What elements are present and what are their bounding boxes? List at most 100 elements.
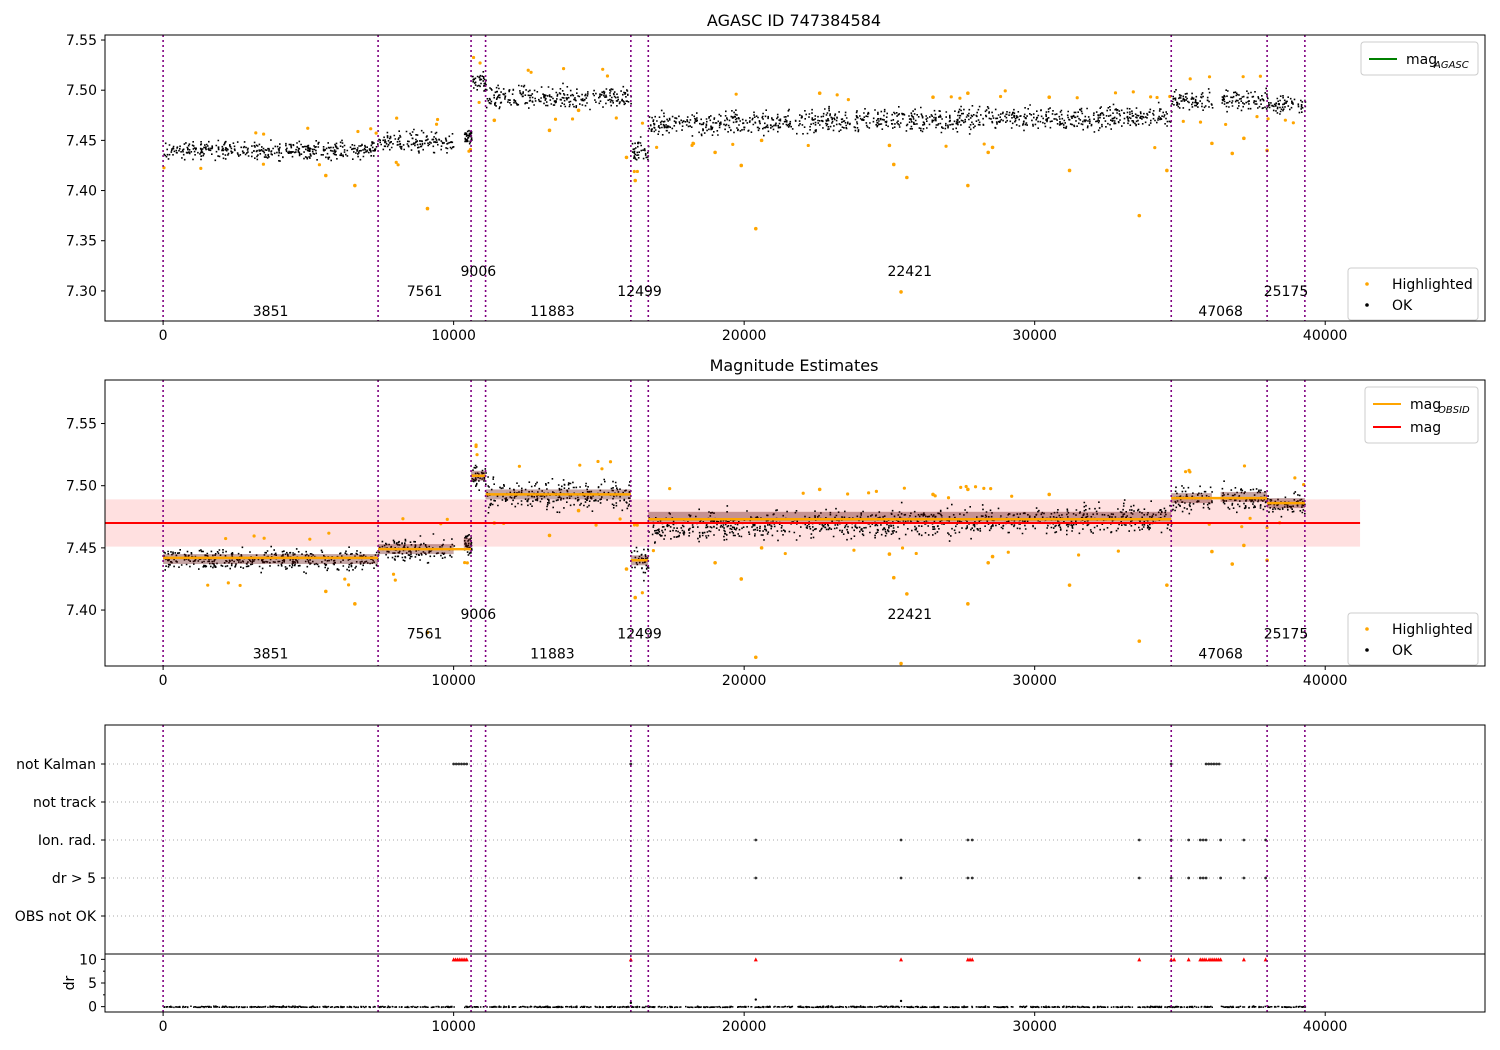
panel1-xtick-label: 30000 (1012, 328, 1057, 344)
panel1-highlighted-point (254, 131, 258, 135)
flag-row-label: not Kalman (16, 757, 96, 773)
panel2-ytick-label: 7.45 (66, 541, 97, 557)
flag-point (970, 838, 974, 842)
panel1-highlighted-point (262, 132, 266, 136)
panel2-highlighted-point (713, 560, 717, 565)
flag-row-label: not track (33, 795, 97, 811)
flag-point (1264, 876, 1268, 880)
panel1-highlighted-point (731, 142, 735, 146)
dr-point (899, 999, 903, 1003)
flag-point (460, 762, 463, 766)
panel2-obsid-label: 22421 (887, 607, 932, 623)
flag-point (457, 762, 461, 766)
panel1-highlighted-point (199, 166, 203, 170)
panel1-highlighted-point (1155, 95, 1159, 100)
panel1-status-legend-label: OK (1392, 298, 1413, 314)
panel2-highlighted-point (1076, 553, 1081, 557)
panel1-highlighted-point (1188, 77, 1192, 81)
panel2-highlighted-point (959, 485, 963, 489)
flag-point (899, 876, 903, 880)
panel1-highlighted-point (1113, 91, 1118, 95)
dr-clipped-marker (970, 957, 975, 962)
panel1-status-legend-marker (1365, 303, 1369, 307)
panel2-highlighted-point (1165, 583, 1169, 587)
panel1-highlighted-point (1137, 213, 1142, 218)
panel1-highlighted-point (374, 131, 378, 135)
panel1-highlighted-point (655, 145, 659, 149)
flag-point (1217, 762, 1221, 766)
panel1-mag-legend-subscript: AGASC (1433, 60, 1469, 71)
panel2-highlighted-point (1067, 583, 1072, 587)
flag-point (1201, 838, 1205, 842)
panel1-highlighted-point (425, 206, 430, 211)
panel2-highlighted-point (1210, 549, 1214, 554)
panel1-highlighted-point (1131, 90, 1135, 94)
flag-row-label: Ion. rad. (38, 833, 96, 849)
dr-ok-points (163, 1005, 455, 1009)
panel2-highlighted-point (817, 487, 822, 492)
panel1-highlighted-point (1149, 95, 1153, 99)
panel1-highlighted-point (1181, 119, 1185, 123)
panel1-obsid-label: 22421 (887, 264, 932, 280)
panel1-highlighted-point (434, 122, 439, 126)
panel2-highlighted-point (1240, 525, 1244, 529)
panel2-status-legend-label: OK (1392, 643, 1413, 659)
panel2-mag-legend (1364, 386, 1479, 444)
panel1-ok-points (1221, 87, 1269, 113)
flag-row-label: OBS not OK (15, 909, 97, 925)
flag-point (1212, 762, 1216, 766)
flag-point (899, 838, 903, 842)
panel2-highlighted-point (308, 537, 312, 541)
panel1-highlighted-point (734, 92, 738, 96)
panel2-highlighted-point (783, 551, 787, 556)
panel2-highlighted-point (327, 531, 331, 535)
panel1-xtick-label: 40000 (1303, 328, 1348, 344)
panel2-highlighted-point (324, 589, 328, 594)
panel2-highlighted-point (891, 575, 896, 580)
panel1-ytick-label: 7.55 (66, 33, 97, 49)
panel2-highlighted-point (391, 572, 396, 576)
panel-flags: not Kalman not track Ion. rad. dr > 5 OBS no… (15, 724, 1486, 1035)
panel1-obsid-label: 12499 (617, 284, 662, 300)
panel1-highlighted-point (1230, 151, 1235, 156)
panel2-ok-points (1172, 485, 1213, 515)
panel2-status-legend-marker (1365, 648, 1369, 652)
dr-ok-points (631, 1005, 649, 1009)
panel2-highlighted-point (1242, 464, 1247, 468)
dr-ytick-label: 5 (88, 976, 97, 992)
panel1-highlighted-point (394, 160, 398, 164)
panel2-highlighted-point (353, 602, 357, 606)
panel-agasc-magnitude: AGASC ID 747384584 3851 7561 9006 11883 1249… (66, 11, 1486, 344)
panel2-highlighted-point (1183, 470, 1188, 474)
panel1-highlighted-point (966, 91, 970, 96)
panel2-highlighted-point (973, 485, 978, 489)
panel-magnitude-estimates: Magnitude Estimates 3851 7561 9006 11883 124… (66, 356, 1486, 689)
panel2-status-legend-marker (1365, 627, 1369, 631)
panel1-highlighted-point (570, 117, 575, 121)
panel2-highlighted-point (914, 551, 918, 556)
panel1-highlighted-point (561, 67, 566, 71)
panel1-highlighted-point (931, 95, 935, 100)
panel1-highlighted-point (998, 94, 1003, 99)
flag-point (1198, 876, 1202, 880)
dr-ok-points (1220, 1005, 1307, 1009)
dr-clipped-marker (1204, 957, 1209, 962)
dr-ytick-label: 0 (88, 1000, 97, 1016)
flag-point (1187, 876, 1191, 880)
flag-point (1201, 876, 1205, 880)
panel2-highlighted-point (224, 536, 228, 541)
panel1-highlighted-point (576, 108, 581, 113)
panel2-highlighted-point (1137, 639, 1142, 643)
panel2-highlighted-point (899, 661, 903, 666)
dr-clipped-marker (1241, 957, 1246, 962)
panel2-highlighted-point (576, 508, 581, 513)
panel1-highlighted-point (624, 155, 629, 160)
panel3-xtick-label: 20000 (722, 1019, 767, 1035)
panel1-highlighted-point (846, 98, 850, 102)
panel2-ok-points (471, 464, 487, 491)
flag-point (454, 762, 458, 766)
flag-point (465, 762, 469, 766)
panel2-highlighted-point (966, 487, 970, 492)
panel1-ok-points (1267, 95, 1307, 115)
panel2-ytick-label: 7.50 (66, 479, 97, 495)
